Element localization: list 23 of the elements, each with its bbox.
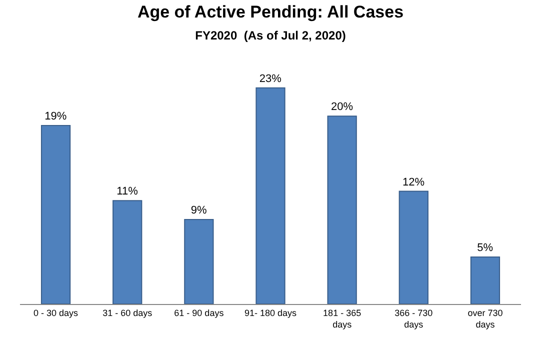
data-label: 20% bbox=[330, 101, 354, 114]
x-tick-label: 366 - 730 days bbox=[394, 308, 433, 330]
bar bbox=[398, 190, 428, 304]
data-label: 9% bbox=[190, 204, 207, 216]
x-tick-label: 91- 180 days bbox=[244, 308, 298, 318]
x-tick-label: 61 - 90 days bbox=[174, 308, 224, 318]
bar bbox=[112, 200, 142, 304]
bar bbox=[470, 256, 500, 304]
chart-subtitle: FY2020 (As of Jul 2, 2020) bbox=[195, 28, 346, 43]
data-label: 19% bbox=[44, 110, 67, 123]
x-tick-label: 0 - 30 days bbox=[34, 308, 79, 318]
x-tick-label: over 730 days bbox=[468, 308, 503, 330]
data-label: 23% bbox=[259, 72, 282, 85]
data-label: 12% bbox=[402, 176, 425, 188]
x-tick-label: 31 - 60 days bbox=[102, 308, 153, 318]
bar bbox=[327, 116, 357, 304]
bar bbox=[184, 218, 214, 304]
data-label: 5% bbox=[477, 242, 494, 254]
bar bbox=[40, 125, 71, 304]
x-tick-label: 181 - 365 days bbox=[323, 308, 362, 330]
data-label: 11% bbox=[116, 186, 138, 198]
bar bbox=[256, 87, 286, 304]
chart-title: Age of Active Pending: All Cases bbox=[137, 2, 404, 22]
